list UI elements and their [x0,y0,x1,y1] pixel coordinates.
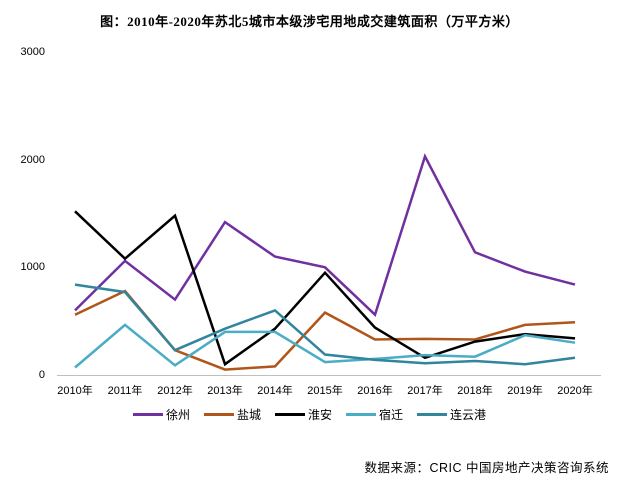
x-axis-label: 2013年 [207,385,243,397]
x-axis-label: 2017年 [407,385,443,397]
legend-item-xuzhou: 徐州 [132,406,190,423]
legend-label-suqian: 宿迁 [379,408,404,422]
series-line-suqian [74,323,576,369]
legend-item-yancheng: 盐城 [203,406,261,423]
legend-swatch-xuzhou [132,413,163,416]
x-axis-label: 2010年 [57,385,93,397]
legend-item-huaian: 淮安 [274,406,332,423]
legend-swatch-yancheng [203,413,234,416]
series-line-huaian [74,210,576,367]
series-line-yancheng [74,289,576,371]
legend-label-yancheng: 盐城 [236,408,261,422]
x-axis-label: 2018年 [457,385,493,397]
legend-item-lianyungang: 连云港 [417,406,486,423]
plot-area [57,153,601,376]
x-axis-label: 2019年 [507,385,543,397]
series-line-xuzhou [74,153,576,317]
legend: 徐州 盐城 淮安 宿迁 连云港 [0,406,619,423]
y-tick-label: 0 [38,369,45,381]
x-axis-label: 2014年 [257,385,293,397]
x-axis-label: 2020年 [557,385,593,397]
x-axis-label: 2011年 [107,385,143,397]
legend-swatch-huaian [274,413,305,416]
y-tick-label: 2000 [20,153,45,166]
legend-swatch-lianyungang [417,413,448,416]
chart-title: 图：2010年-2020年苏北5城市本级涉宅用地成交建筑面积（万平方米） [100,14,519,29]
source-note: 数据来源：CRIC 中国房地产决策咨询系统 [364,461,609,475]
legend-item-suqian: 宿迁 [346,406,403,423]
series-line-lianyungang [74,283,576,366]
y-tick-label: 3000 [20,46,45,58]
legend-label-lianyungang: 连云港 [450,408,487,422]
legend-label-huaian: 淮安 [307,408,332,422]
x-axis-label: 2012年 [157,385,193,397]
legend-label-xuzhou: 徐州 [165,408,190,422]
legend-swatch-suqian [346,413,376,416]
x-axis-label: 2015年 [307,385,343,397]
x-axis-label: 2016年 [357,385,393,397]
y-tick-label: 1000 [20,261,45,274]
